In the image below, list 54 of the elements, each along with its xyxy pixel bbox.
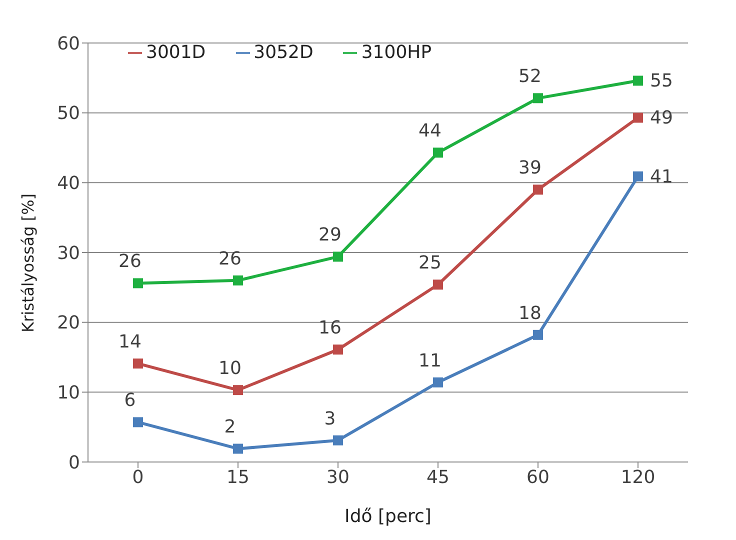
- x-tick-label: 30: [326, 466, 350, 488]
- data-label: 16: [318, 318, 342, 339]
- data-label: 55: [650, 70, 673, 92]
- point: [533, 93, 543, 104]
- data-label: 6: [124, 390, 136, 412]
- point: [333, 252, 343, 262]
- x-tick-label: 120: [620, 466, 656, 488]
- point: [433, 280, 443, 290]
- legend-label: 3100HP: [361, 42, 432, 63]
- data-label: 49: [650, 108, 673, 129]
- y-tick-label: 0: [68, 452, 80, 474]
- y-tick-label: 60: [57, 33, 80, 54]
- point: [533, 184, 543, 195]
- point: [133, 278, 143, 288]
- data-label: 26: [218, 248, 242, 270]
- data-label: 18: [518, 302, 542, 324]
- y-tick-label: 10: [57, 382, 80, 404]
- x-tick-label: 15: [226, 466, 250, 488]
- data-label: 25: [418, 252, 442, 274]
- legend-label: 3001D: [146, 42, 206, 63]
- point: [133, 417, 143, 428]
- point: [333, 344, 343, 355]
- point: [133, 358, 143, 369]
- data-label: 2: [224, 416, 236, 438]
- point: [233, 385, 243, 396]
- y-tick-label: 30: [57, 242, 80, 264]
- point: [433, 377, 443, 388]
- data-label: 3: [324, 408, 336, 430]
- point: [533, 330, 543, 340]
- data-label: 11: [418, 350, 442, 372]
- point: [633, 171, 643, 182]
- point: [233, 444, 243, 454]
- data-label: 44: [418, 120, 442, 142]
- point: [233, 275, 243, 286]
- data-label: 41: [650, 166, 673, 188]
- x-tick-label: 0: [132, 466, 144, 488]
- data-label: 14: [118, 332, 142, 353]
- data-label: 10: [218, 358, 242, 380]
- y-tick-label: 50: [57, 103, 80, 124]
- data-label: 29: [318, 224, 342, 246]
- point: [333, 435, 343, 446]
- x-axis-title: Idő [perc]: [344, 506, 432, 527]
- point: [433, 148, 443, 158]
- legend-label: 3052D: [254, 42, 314, 63]
- data-label: 39: [518, 158, 542, 179]
- y-tick-label: 20: [57, 312, 80, 334]
- x-tick-label: 45: [426, 466, 450, 488]
- point: [633, 76, 643, 86]
- data-label: 52: [518, 66, 542, 88]
- data-label: 26: [118, 251, 142, 272]
- y-tick-label: 40: [57, 173, 80, 194]
- point: [633, 112, 643, 123]
- y-axis-title: Kristályosság [%]: [18, 193, 38, 332]
- x-tick-label: 60: [526, 466, 550, 488]
